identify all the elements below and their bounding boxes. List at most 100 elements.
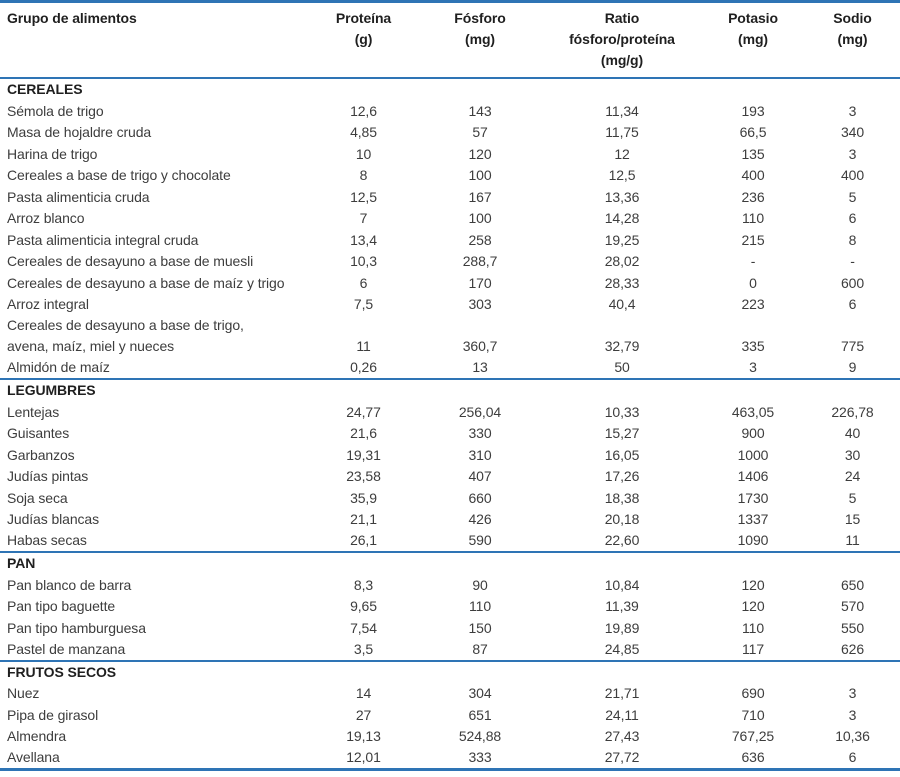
value-fosforo: 330 [468, 425, 492, 441]
value-fosforo: 100 [468, 167, 492, 183]
col-header-ratio: Ratio fósforo/proteína (mg/g) [543, 2, 701, 79]
table-row: Habas secas 26,1 590 22,60 1090 11 [0, 530, 900, 552]
value-sodio: 600 [840, 274, 865, 291]
food-name: Garbanzos [7, 446, 75, 463]
value-ratio-fosforo-proteina: 16,05 [604, 446, 640, 463]
value-sodio: - [850, 253, 855, 269]
value-potasio: 215 [741, 231, 765, 248]
table-row: Sémola de trigo 12,6 143 11,34 193 3 [0, 100, 900, 122]
value-ratio-fosforo-proteina: 11,34 [605, 102, 639, 119]
section-title: FRUTOS SECOS [7, 663, 117, 680]
table-row: Pasta alimenticia integral cruda 13,4 258 1… [0, 229, 900, 251]
value-ratio-fosforo-proteina: 19,89 [604, 619, 640, 636]
value-sodio: 650 [840, 576, 865, 593]
value-ratio-fosforo-proteina: 18,38 [604, 489, 640, 506]
section-title: PAN [7, 555, 36, 571]
value-potasio: 120 [741, 576, 765, 593]
table-row: Cereales a base de trigo y chocolate 8 100… [0, 165, 900, 187]
value-fosforo: 303 [468, 296, 492, 312]
table-row: Nuez 14 304 21,71 690 3 [0, 683, 900, 705]
value-potasio: 223 [741, 296, 765, 312]
value-ratio-fosforo-proteina: 17,26 [604, 468, 640, 484]
value-sodio: 626 [840, 640, 865, 657]
value-ratio-fosforo-proteina: 27,72 [604, 749, 640, 765]
value-potasio: 463,05 [731, 403, 775, 420]
value-potasio: 767,25 [731, 728, 775, 744]
table-row: Avellana 12,01 333 27,72 636 6 [0, 747, 900, 770]
value-potasio: 1090 [737, 532, 769, 548]
food-name: Habas secas [7, 532, 87, 548]
value-proteina: 4,85 [350, 124, 377, 140]
value-potasio: 335 [741, 338, 765, 354]
value-potasio: 3 [749, 359, 757, 375]
value-ratio-fosforo-proteina: 19,25 [604, 231, 640, 248]
value-fosforo: 426 [468, 511, 492, 527]
value-ratio-fosforo-proteina: 27,43 [604, 728, 640, 744]
value-proteina: 10,3 [350, 253, 377, 269]
col-header-label: Sodio [833, 10, 872, 26]
food-name: Lentejas [7, 403, 60, 420]
section-header-row: FRUTOS SECOS [0, 661, 900, 683]
value-ratio-fosforo-proteina: 32,79 [604, 338, 640, 354]
value-proteina: 23,58 [346, 468, 381, 484]
col-header-label: Grupo de alimentos [7, 10, 137, 26]
value-fosforo: 90 [472, 576, 488, 593]
value-ratio-fosforo-proteina: 20,18 [604, 511, 640, 527]
value-fosforo: 258 [468, 231, 492, 248]
col-header-label: Fósforo [454, 10, 506, 26]
value-sodio: 24 [844, 468, 861, 484]
section-title: LEGUMBRES [7, 382, 96, 398]
header-row: Grupo de alimentos Proteína (g) Fósforo … [0, 2, 900, 79]
food-name: Pipa de girasol [7, 706, 99, 723]
value-proteina: 10 [355, 145, 372, 162]
value-sodio: 40 [844, 425, 861, 441]
value-ratio-fosforo-proteina: 28,33 [604, 274, 640, 291]
value-sodio: 5 [848, 188, 857, 205]
value-fosforo: 304 [468, 685, 492, 701]
food-name: Harina de trigo [7, 145, 98, 162]
value-ratio-fosforo-proteina: 12,5 [608, 167, 636, 183]
value-ratio-fosforo-proteina: 21,71 [604, 685, 640, 701]
value-proteina: 14 [355, 685, 372, 701]
value-ratio-fosforo-proteina: 40,4 [608, 296, 636, 312]
value-sodio: 6 [848, 749, 857, 765]
value-sodio: 6 [848, 296, 857, 312]
col-header-label: Proteína [335, 10, 392, 26]
table-row: Almendra 19,13 524,88 27,43 767,25 10,36 [0, 726, 900, 748]
col-header-sodio: Sodio (mg) [805, 2, 900, 79]
value-sodio: 3 [848, 102, 857, 119]
value-proteina: 6 [359, 274, 368, 291]
col-header-grupo-de-alimentos: Grupo de alimentos [0, 2, 310, 79]
section-frutos-secos: FRUTOS SECOS Nuez 14 304 21,71 690 3 Pipa de gi… [0, 661, 900, 770]
value-sodio: 15 [844, 511, 861, 527]
table-row: Cereales de desayuno a base de muesli 10,… [0, 251, 900, 273]
value-sodio: 3 [848, 706, 857, 723]
value-fosforo: 150 [468, 619, 492, 636]
table-row: Pasta alimenticia cruda 12,5 167 13,36 236 5 [0, 186, 900, 208]
food-name: Pan tipo baguette [7, 598, 116, 614]
value-proteina: 19,13 [346, 728, 381, 744]
table-row: Lentejas 24,77 256,04 10,33 463,05 226,78 [0, 401, 900, 423]
value-proteina: 12,6 [350, 102, 377, 119]
value-fosforo: 360,7 [462, 338, 498, 354]
value-proteina: 7,5 [353, 296, 374, 312]
value-potasio: 66,5 [739, 124, 767, 140]
food-name: Pasta alimenticia integral cruda [7, 231, 199, 248]
value-ratio-fosforo-proteina: 15,27 [604, 425, 640, 441]
value-potasio: 1337 [737, 511, 769, 527]
table-row: Guisantes 21,6 330 15,27 900 40 [0, 423, 900, 445]
value-ratio-fosforo-proteina: 10,33 [604, 403, 640, 420]
food-name: Soja seca [7, 489, 68, 506]
section-header-row: CEREALES [0, 78, 900, 100]
col-header-proteina: Proteína (g) [310, 2, 417, 79]
food-name: Pasta alimenticia cruda [7, 188, 150, 205]
value-proteina: 24,77 [346, 403, 381, 420]
value-ratio-fosforo-proteina: 14,28 [604, 210, 640, 226]
table-row: Pan blanco de barra 8,3 90 10,84 120 650 [0, 574, 900, 596]
food-name: Arroz blanco [7, 210, 85, 226]
value-proteina: 11 [356, 338, 371, 354]
value-fosforo: 407 [468, 468, 492, 484]
value-sodio: 3 [848, 145, 857, 162]
value-potasio: 236 [741, 188, 765, 205]
value-fosforo: 524,88 [458, 728, 502, 744]
